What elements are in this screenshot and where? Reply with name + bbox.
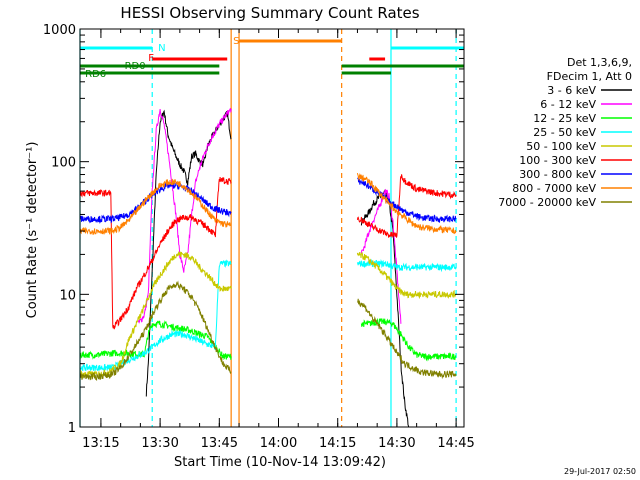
x-tick-label: 13:45 [201, 436, 238, 451]
chart-title: HESSI Observing Summary Count Rates [120, 4, 419, 22]
plot-frame [79, 28, 465, 428]
y-tick-label: 100 [51, 156, 76, 171]
series-line-2 [79, 319, 232, 361]
legend-label: 300 - 800 keV [519, 168, 596, 181]
series-group [79, 107, 457, 428]
x-axis-label: Start Time (10-Nov-14 13:09:42) [174, 455, 386, 470]
x-tick-label: 13:30 [141, 436, 178, 451]
legend-label: 12 - 25 keV [533, 112, 596, 125]
series-line-7 [356, 172, 457, 235]
series-line-1 [137, 107, 232, 324]
vertical-markers [79, 29, 457, 427]
y-tick-label: 1 [68, 421, 76, 436]
series-line-5 [356, 174, 457, 239]
y-axis-label: Count Rate (s⁻¹ detector⁻¹) [25, 142, 40, 319]
flag-label-rd6: RD6 [85, 69, 106, 80]
flag-label-rd0: RD0 [125, 61, 146, 72]
series-line-6 [79, 181, 232, 224]
legend-label: 25 - 50 keV [533, 126, 596, 139]
legend-header: Det 1,3,6,9, [567, 56, 632, 69]
x-tick-label: 14:45 [437, 436, 474, 451]
series-line-1 [360, 188, 402, 324]
series-line-2 [360, 317, 457, 362]
series-line-7 [79, 178, 232, 235]
flag-label-f: F [148, 53, 154, 64]
y-tick-label: 1000 [43, 23, 76, 38]
series-line-0 [145, 109, 232, 397]
legend-label: 100 - 300 keV [519, 154, 596, 167]
legend-label: 800 - 7000 keV [512, 182, 596, 195]
series-line-4 [356, 251, 457, 300]
legend-label: 3 - 6 keV [547, 84, 596, 97]
legend-label: 7000 - 20000 keV [498, 196, 596, 209]
series-line-5 [79, 176, 232, 330]
x-tick-label: 14:15 [319, 436, 356, 451]
x-tick-label: 13:15 [82, 436, 119, 451]
series-line-8 [357, 298, 457, 380]
x-tick-label: 14:30 [378, 436, 415, 451]
flag-label-n: N [158, 43, 165, 54]
legend-label: 50 - 100 keV [526, 140, 596, 153]
series-line-3 [79, 259, 232, 372]
y-tick-label: 10 [59, 288, 76, 303]
legend-header: FDecim 1, Att 0 [547, 70, 632, 83]
x-axis: 13:15 13:30 13:45 14:00 14:15 14:30 14:45 [82, 29, 475, 451]
x-tick-label: 14:00 [260, 436, 297, 451]
series-line-4 [79, 250, 232, 380]
flag-label-s: S [233, 36, 239, 47]
y-axis: 1 10 100 1000 [43, 23, 464, 436]
series-line-8 [79, 280, 232, 382]
footer-timestamp: 29-Jul-2017 02:50 [564, 467, 636, 476]
legend-label: 6 - 12 keV [540, 98, 596, 111]
